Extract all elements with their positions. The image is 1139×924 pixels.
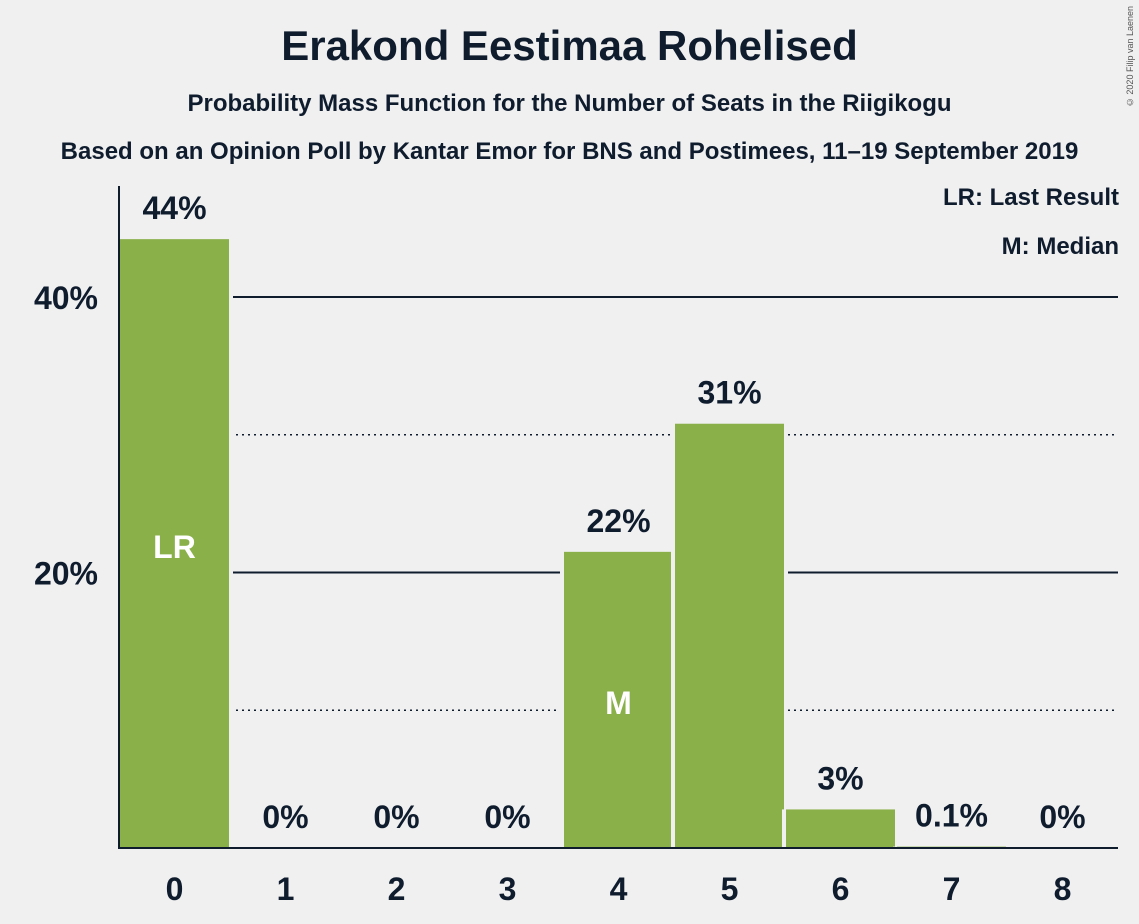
bar <box>786 809 895 848</box>
data-label: 0% <box>373 799 419 835</box>
bar-marker-lr: LR <box>153 529 196 565</box>
x-tick-label: 0 <box>166 871 184 907</box>
x-tick-label: 7 <box>943 871 961 907</box>
chart-title: Erakond Eestimaa Rohelised <box>281 22 858 69</box>
data-label: 0% <box>484 799 530 835</box>
bar <box>564 551 673 848</box>
legend-median: M: Median <box>1001 233 1119 260</box>
x-tick-label: 3 <box>499 871 517 907</box>
x-tick-label: 4 <box>610 871 628 907</box>
bar <box>675 423 784 848</box>
bar-marker-m: M <box>605 685 632 721</box>
data-label: 0% <box>262 799 308 835</box>
chart-source: Based on an Opinion Poll by Kantar Emor … <box>60 138 1079 165</box>
data-label: 31% <box>697 375 761 411</box>
data-label: 3% <box>817 760 863 796</box>
y-tick-label: 20% <box>34 556 98 592</box>
x-tick-label: 6 <box>832 871 850 907</box>
chart-subtitle: Probability Mass Function for the Number… <box>187 90 952 117</box>
x-tick-label: 5 <box>721 871 739 907</box>
bar <box>120 239 229 848</box>
x-tick-label: 2 <box>388 871 406 907</box>
x-tick-label: 8 <box>1054 871 1072 907</box>
legend-last-result: LR: Last Result <box>942 184 1119 211</box>
data-label: 0.1% <box>915 798 988 834</box>
y-tick-label: 40% <box>34 280 98 316</box>
data-label: 22% <box>586 503 650 539</box>
x-tick-label: 1 <box>277 871 295 907</box>
data-label: 0% <box>1039 799 1085 835</box>
data-label: 44% <box>142 190 206 226</box>
